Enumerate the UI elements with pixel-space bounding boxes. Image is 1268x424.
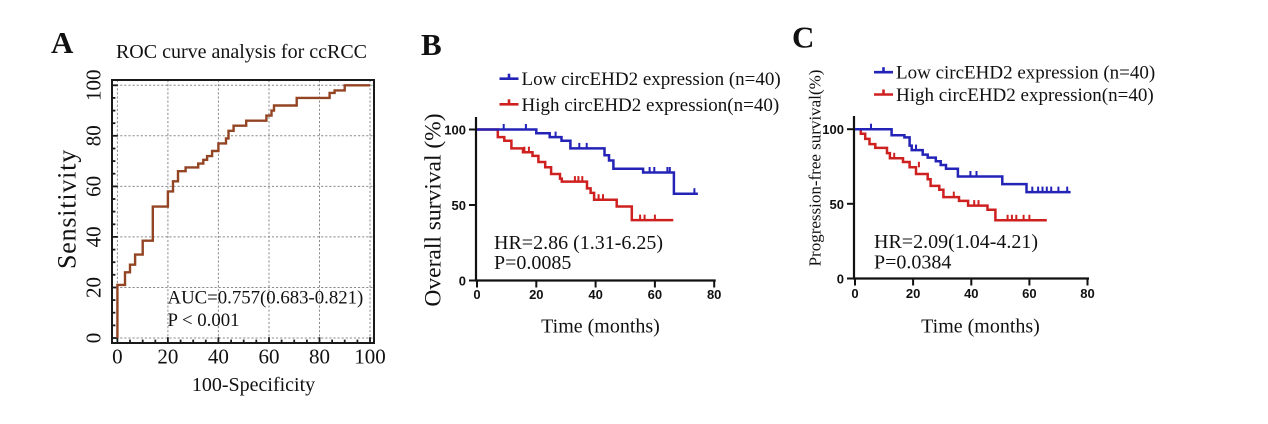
svg-text:Time (months): Time (months) <box>921 316 1040 338</box>
svg-text:Progression-free survival(%): Progression-free survival(%) <box>806 70 825 267</box>
svg-text:100: 100 <box>822 122 844 137</box>
svg-text:60: 60 <box>82 176 106 197</box>
svg-text:20: 20 <box>529 287 543 302</box>
svg-text:100: 100 <box>354 345 386 369</box>
svg-text:0: 0 <box>459 274 466 289</box>
svg-text:P < 0.001: P < 0.001 <box>168 310 240 331</box>
svg-text:A: A <box>51 25 74 60</box>
svg-text:High circEHD2 expression(n=40): High circEHD2 expression(n=40) <box>896 85 1154 106</box>
svg-text:0: 0 <box>82 333 106 344</box>
svg-text:100-Specificity: 100-Specificity <box>192 374 315 396</box>
svg-text:80: 80 <box>1080 286 1094 301</box>
svg-text:High circEHD2 expression(n=40): High circEHD2 expression(n=40) <box>522 95 780 116</box>
svg-text:60: 60 <box>259 345 280 369</box>
svg-text:0: 0 <box>851 286 858 301</box>
svg-text:20: 20 <box>906 286 920 301</box>
svg-text:B: B <box>421 27 442 62</box>
svg-text:ROC curve analysis for ccRCC: ROC curve analysis for ccRCC <box>116 41 367 63</box>
svg-text:40: 40 <box>82 226 106 247</box>
svg-text:Sensitivity: Sensitivity <box>53 149 82 269</box>
svg-text:0: 0 <box>112 345 123 369</box>
svg-text:C: C <box>792 20 814 55</box>
svg-text:100: 100 <box>82 70 106 102</box>
svg-text:0: 0 <box>837 272 844 287</box>
svg-text:50: 50 <box>452 198 466 213</box>
svg-text:100: 100 <box>444 123 466 138</box>
svg-text:Overall survival (%): Overall survival (%) <box>421 113 447 306</box>
svg-text:0: 0 <box>473 287 480 302</box>
svg-text:20: 20 <box>82 277 106 298</box>
svg-text:40: 40 <box>208 345 229 369</box>
svg-text:50: 50 <box>830 197 844 212</box>
svg-text:80: 80 <box>707 287 721 302</box>
svg-text:40: 40 <box>588 287 602 302</box>
svg-text:HR=2.86 (1.31-6.25): HR=2.86 (1.31-6.25) <box>494 232 663 254</box>
svg-text:80: 80 <box>309 345 330 369</box>
svg-text:Low circEHD2 expression (n=40): Low circEHD2 expression (n=40) <box>522 69 781 90</box>
svg-text:60: 60 <box>648 287 662 302</box>
svg-text:HR=2.09(1.04-4.21): HR=2.09(1.04-4.21) <box>874 231 1038 253</box>
svg-text:80: 80 <box>82 125 106 146</box>
svg-text:AUC=0.757(0.683-0.821): AUC=0.757(0.683-0.821) <box>168 288 364 309</box>
svg-text:20: 20 <box>157 345 178 369</box>
svg-text:60: 60 <box>1022 286 1036 301</box>
svg-text:P=0.0085: P=0.0085 <box>494 252 571 274</box>
svg-text:40: 40 <box>964 286 978 301</box>
svg-text:Time (months): Time (months) <box>541 316 660 338</box>
svg-text:P=0.0384: P=0.0384 <box>874 251 951 273</box>
svg-text:Low circEHD2 expression (n=40): Low circEHD2 expression (n=40) <box>896 63 1155 84</box>
